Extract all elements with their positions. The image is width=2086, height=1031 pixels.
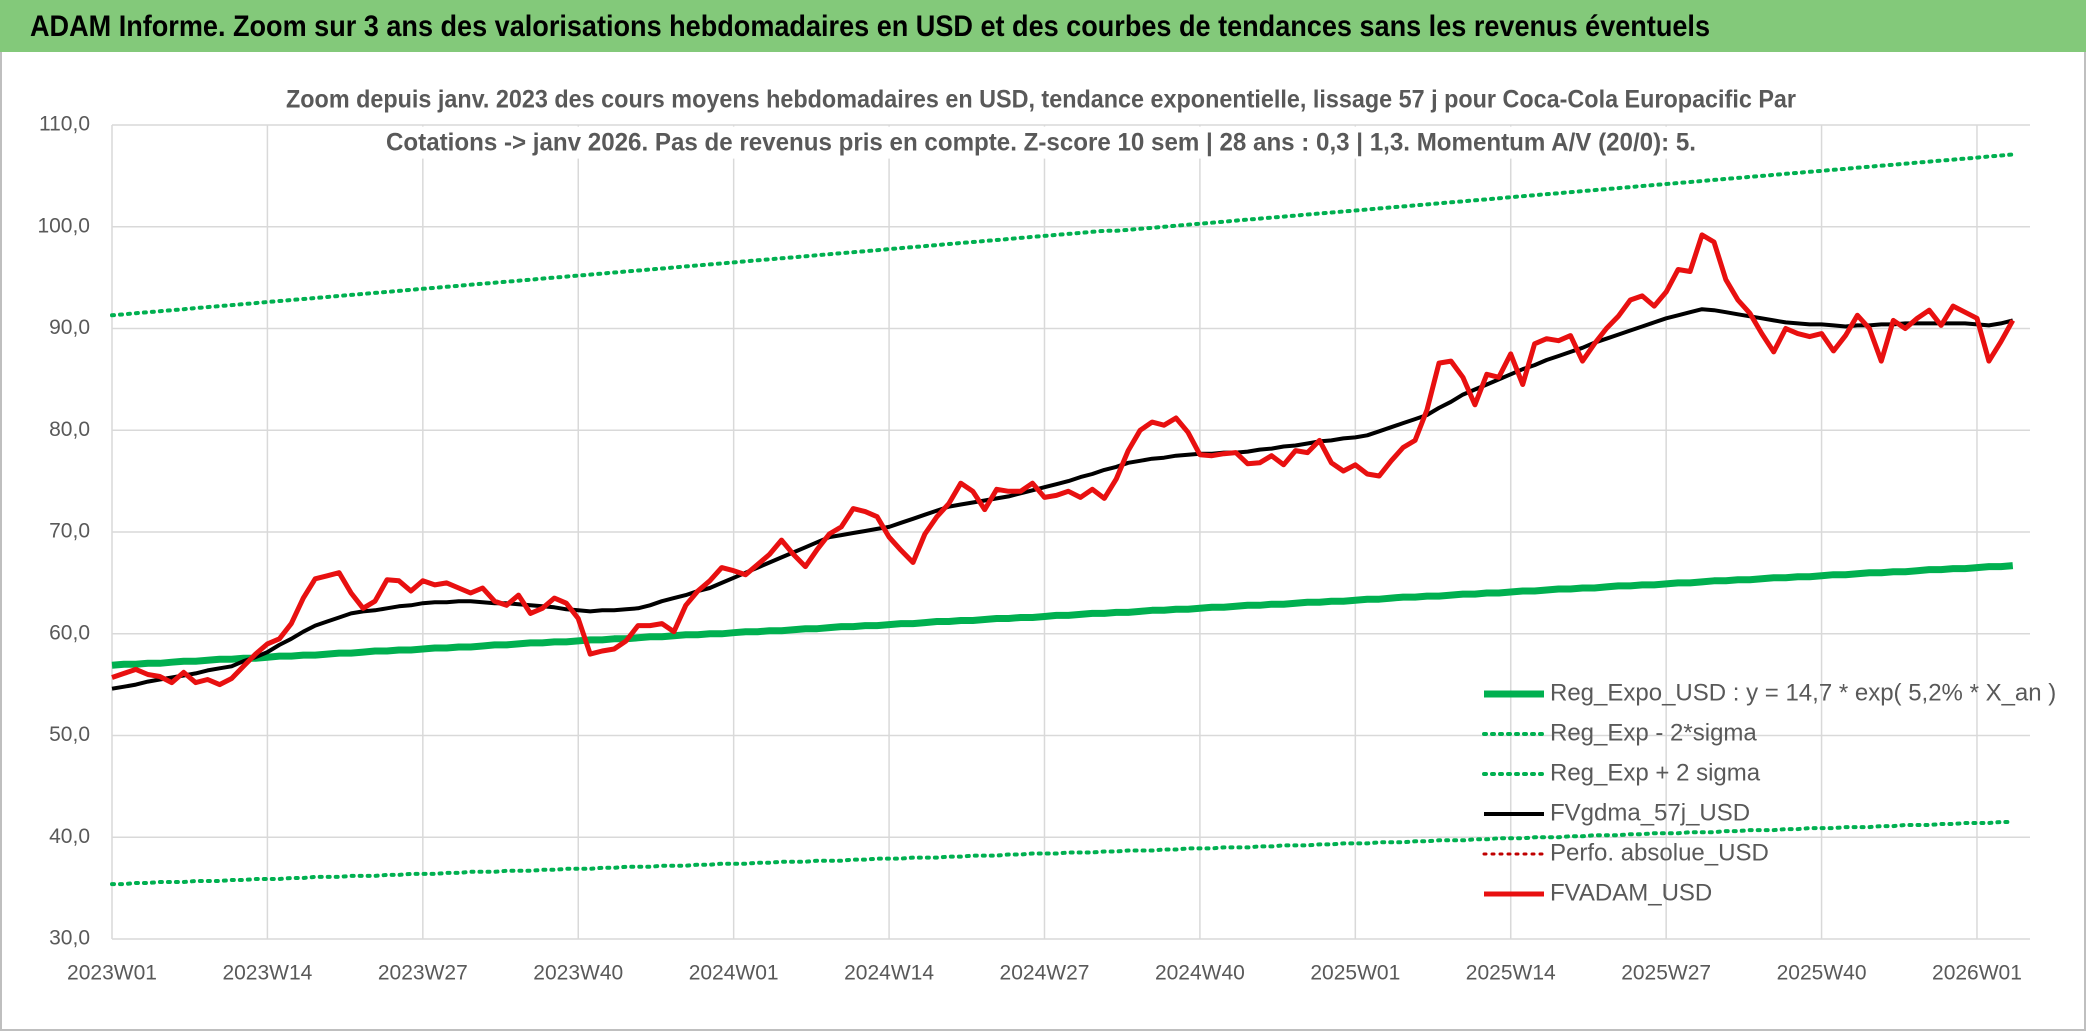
subtitle: Zoom depuis janv. 2023 des cours moyens … <box>280 83 1803 159</box>
y-tick-label: 80,0 <box>49 418 90 441</box>
x-tick-label: 2024W01 <box>689 962 779 985</box>
y-tick-label: 40,0 <box>49 825 90 848</box>
x-tick-label: 2024W40 <box>1155 962 1245 985</box>
series-line <box>111 562 2014 669</box>
x-tick-label: 2025W27 <box>1621 962 1711 985</box>
legend-label: Perfo. absolue_USD <box>1550 839 1769 866</box>
y-tick-label: 30,0 <box>49 927 90 950</box>
legend-label: FVADAM_USD <box>1550 879 1712 906</box>
x-tick-label: 2023W14 <box>222 962 312 985</box>
x-tick-label: 2023W40 <box>533 962 623 985</box>
title-bar <box>0 0 2086 52</box>
series-line <box>110 152 2015 318</box>
legend: Reg_Expo_USD : y = 14,7 * exp( 5,2% * X_… <box>1482 679 2056 906</box>
x-tick-label: 2024W14 <box>844 962 934 985</box>
legend-label: Reg_Expo_USD : y = 14,7 * exp( 5,2% * X_… <box>1550 679 2056 706</box>
x-tick-label: 2025W14 <box>1466 962 1556 985</box>
series-line <box>110 820 2015 887</box>
series-line <box>111 307 2014 691</box>
y-tick-label: 90,0 <box>49 316 90 339</box>
x-tick-label: 2023W01 <box>67 962 157 985</box>
grid: 30,0 40,0 50,0 60,0 70,0 80,0 90,0 100,0 110,0 20… <box>37 113 2030 985</box>
x-tick-label: 2025W01 <box>1310 962 1400 985</box>
subtitle-bg <box>280 83 1803 116</box>
legend-label: Reg_Exp - 2*sigma <box>1550 719 1757 746</box>
subtitle: Cotations -> janv 2026. Pas de revenus p… <box>386 129 1696 157</box>
legend-label: Reg_Exp + 2 sigma <box>1550 759 1761 786</box>
y-tick-label: 60,0 <box>49 621 90 644</box>
series-line <box>111 232 2015 688</box>
chart-title: ADAM Informe. Zoom sur 3 ans des valoris… <box>30 10 1710 43</box>
y-tick-label: 110,0 <box>39 113 90 136</box>
y-tick-label: 100,0 <box>37 214 90 237</box>
x-tick-label: 2023W27 <box>378 962 468 985</box>
x-tick-label: 2025W40 <box>1777 962 1867 985</box>
subtitle-bg <box>380 126 1702 159</box>
y-tick-label: 50,0 <box>49 723 90 746</box>
legend-label: FVgdma_57j_USD <box>1550 799 1750 826</box>
x-tick-label: 2024W27 <box>1000 962 1090 985</box>
plot <box>110 152 2015 887</box>
subtitle: Zoom depuis janv. 2023 des cours moyens … <box>286 86 1796 114</box>
x-tick-label: 2026W01 <box>1932 962 2022 985</box>
y-tick-label: 70,0 <box>49 520 90 543</box>
